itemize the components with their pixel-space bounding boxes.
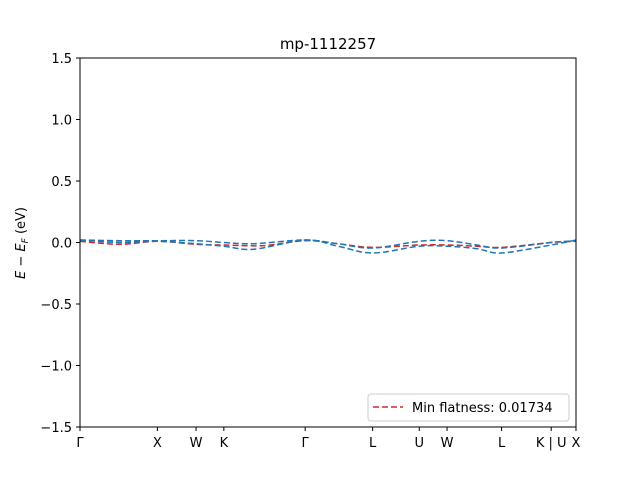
y-tick-label: 0.0: [51, 237, 72, 252]
y-ticks: −1.5 −1.0 −0.5 0.0 0.5 1.0 1.5: [40, 52, 80, 436]
y-tick-label: −0.5: [40, 298, 72, 313]
x-tick-label: K: [220, 436, 229, 451]
legend-label: Min flatness: 0.01734: [412, 401, 553, 416]
y-tick-label: 1.5: [51, 52, 72, 67]
x-ticks: Γ X W K Γ L U W L K | U X: [76, 427, 581, 451]
band-lines: [79, 239, 577, 254]
x-tick-label: X: [572, 436, 581, 451]
svg-text:E − EF (eV): E − EF (eV): [14, 207, 31, 279]
x-tick-label: Γ: [76, 436, 84, 451]
legend: Min flatness: 0.01734: [367, 393, 570, 422]
x-tick-label: L: [369, 436, 377, 451]
y-tick-label: 1.0: [51, 114, 72, 129]
x-tick-label: X: [153, 436, 162, 451]
band-line-2: [79, 239, 577, 254]
x-tick-label: W: [441, 436, 454, 451]
legend-box: [367, 393, 570, 422]
x-tick-label: Γ: [302, 436, 310, 451]
y-tick-label: −1.0: [40, 360, 72, 375]
chart-title: mp-1112257: [280, 35, 376, 53]
x-tick-label: K | U: [536, 436, 567, 451]
y-tick-label: 0.5: [51, 175, 72, 190]
y-axis-label: E − EF (eV): [14, 207, 31, 279]
x-tick-label: W: [190, 436, 203, 451]
x-tick-label: L: [498, 436, 506, 451]
y-tick-label: −1.5: [40, 421, 72, 436]
band-line-1: [79, 239, 577, 249]
x-tick-label: U: [415, 436, 425, 451]
